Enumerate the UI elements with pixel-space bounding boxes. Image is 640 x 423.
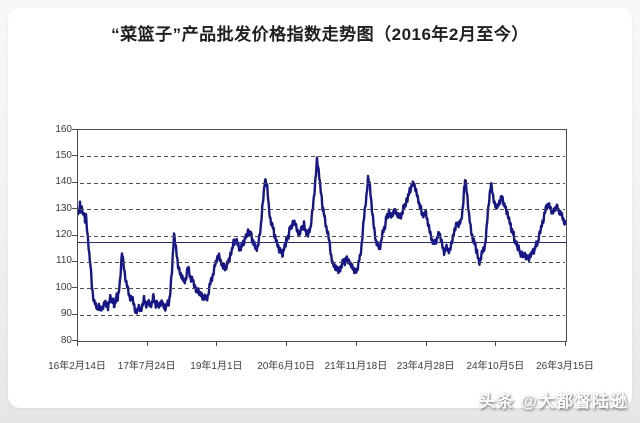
x-axis-tick	[146, 342, 148, 346]
y-axis-tick	[72, 287, 77, 289]
x-tick-label: 23年4月28日	[396, 361, 455, 372]
x-tick-label: 20年6月10日	[257, 361, 315, 372]
y-axis-tick	[72, 208, 77, 210]
x-tick-label: 19年1月1日	[190, 361, 243, 372]
y-axis-tick	[72, 340, 77, 341]
x-tick-label: 16年2月14日	[48, 361, 106, 372]
gridline	[80, 235, 565, 237]
gridline	[80, 182, 565, 184]
plot-area	[77, 129, 567, 342]
y-tick-label: 160	[55, 123, 72, 135]
y-axis-tick	[72, 129, 77, 130]
y-axis-tick	[72, 313, 77, 315]
x-tick-label: 24年10月5日	[466, 361, 525, 372]
price-index-line-chart	[78, 156, 566, 315]
y-tick-label: 150	[55, 149, 72, 161]
gridline	[80, 288, 565, 290]
y-tick-label: 110	[56, 255, 72, 267]
gridline	[80, 261, 565, 263]
gridline	[80, 314, 565, 316]
y-tick-label: 130	[55, 202, 72, 214]
x-tick-label: 26年3月15日	[536, 361, 594, 372]
toutiao-watermark: 头条 @大都督陆逊	[479, 387, 628, 412]
y-axis-tick	[72, 155, 77, 157]
x-axis-tick	[565, 342, 566, 346]
x-axis-tick	[355, 342, 357, 346]
x-tick-label: 17年7月24日	[117, 361, 176, 372]
gridline	[80, 156, 565, 158]
y-tick-label: 90	[60, 308, 72, 320]
x-axis-tick	[216, 342, 218, 346]
y-axis-tick	[72, 260, 77, 262]
x-axis-tick	[495, 342, 497, 346]
gridline	[80, 209, 565, 211]
x-axis-tick	[286, 342, 288, 346]
y-axis-tick	[72, 234, 77, 236]
y-tick-label: 140	[55, 176, 72, 188]
y-tick-label: 80	[60, 334, 72, 346]
x-axis-tick	[425, 342, 427, 346]
y-tick-label: 100	[55, 281, 72, 293]
price-index-series	[78, 156, 566, 315]
y-axis-tick	[72, 181, 77, 183]
watermark-text: 头条 @大都督陆逊	[478, 392, 628, 411]
baseline-reference-line	[78, 242, 566, 244]
y-tick-label: 120	[55, 229, 72, 240]
chart-title: “菜篮子”产品批发价格指数走势图（2016年2月至今）	[111, 25, 529, 44]
x-axis-tick	[77, 342, 78, 346]
x-tick-label: 21年11月18日	[324, 361, 388, 372]
